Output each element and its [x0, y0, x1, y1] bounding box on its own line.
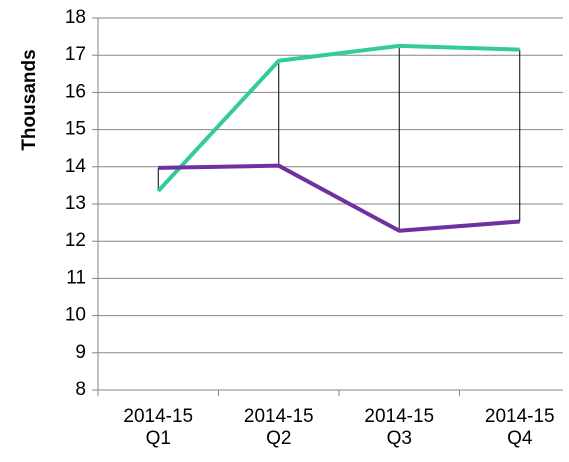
x-tick-label: 2014-15 Q3: [364, 406, 435, 449]
series-line: [158, 163, 520, 233]
y-tick-label: 12: [65, 230, 86, 251]
y-tick-label: 13: [65, 193, 86, 214]
y-tick-label: 10: [65, 305, 86, 326]
y-tick-label: 8: [75, 379, 86, 400]
x-tick-label: 2014-15 Q2: [243, 406, 314, 449]
y-tick-label: 16: [65, 81, 86, 102]
series-line: [156, 43, 520, 193]
x-tick-label: 2014-15 Q1: [123, 406, 194, 449]
y-tick-label: 14: [65, 156, 87, 177]
y-tick-label: 11: [66, 267, 86, 288]
y-tick-label: 17: [65, 44, 86, 65]
x-tick-label: 2014-15 Q4: [484, 406, 555, 449]
y-tick-label: 9: [75, 342, 86, 363]
y-axis-label: Thousands: [19, 49, 40, 150]
y-tick-label: 15: [65, 119, 86, 140]
y-tick-label: 18: [65, 7, 86, 28]
